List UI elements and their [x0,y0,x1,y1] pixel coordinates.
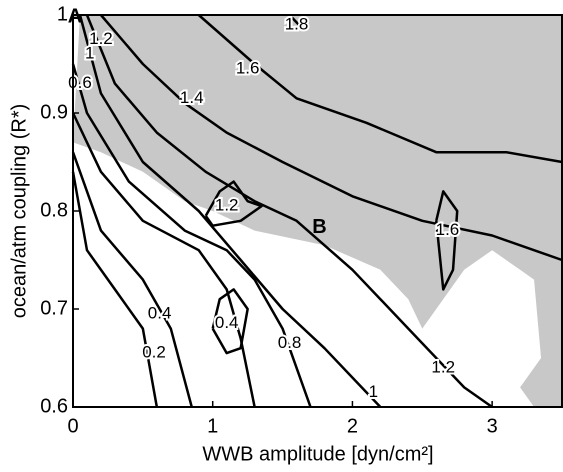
annotation: A [68,5,82,27]
contour-label: 0.4 [148,303,172,322]
y-axis-label: ocean/atm coupling (R*) [8,104,30,319]
contour-line [85,14,493,409]
contour-label: 1 [85,44,94,63]
contour-line [71,112,256,408]
contour-label: 1.8 [285,14,309,33]
contour-line [288,14,305,31]
contour-label: 1.6 [236,58,260,77]
contour-label: 1.2 [215,196,239,215]
contour-line [71,151,193,408]
contour-line [71,171,159,408]
x-tick-label: 1 [207,415,218,437]
y-tick-label: 0.8 [40,199,68,221]
contour-line [211,288,249,355]
contour-label: 0.2 [142,343,166,362]
contour-line [71,63,312,408]
contour-label: 1.2 [431,357,455,376]
x-tick-label: 2 [347,415,358,437]
contour-label: 0.6 [68,73,92,92]
contour-line [197,14,563,164]
y-tick-label: 0.6 [40,395,68,417]
contour-line [78,14,382,408]
contour-label: 1.2 [89,29,113,48]
contour-label: 0.4 [215,313,239,332]
x-tick-label: 3 [487,415,498,437]
y-tick-label: 0.9 [40,101,68,123]
shaded-region [73,15,562,407]
y-tick-label: 1 [57,3,68,25]
contour-label: 0.8 [278,333,302,352]
y-tick-label: 0.7 [40,297,68,319]
contour-line [204,180,263,227]
contour-line [435,190,459,291]
annotation: B [312,216,326,238]
contour-label: 1.6 [436,220,460,239]
x-tick-label: 0 [67,415,78,437]
contour-line [99,14,563,262]
x-axis-label: WWB amplitude [dyn/cm²] [202,443,433,465]
contour-label: 1.4 [180,88,204,107]
contour-label: 1 [369,382,378,401]
